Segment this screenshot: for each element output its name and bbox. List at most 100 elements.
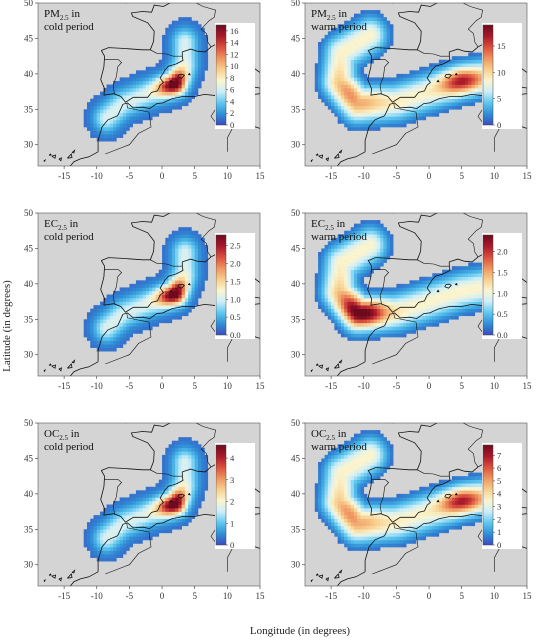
heatmap-cell <box>327 287 332 292</box>
heatmap-cell <box>380 262 384 267</box>
heatmap-cell <box>191 73 195 78</box>
heatmap-cell <box>132 518 137 523</box>
heatmap-cell <box>165 95 169 99</box>
heatmap-cell <box>171 508 176 512</box>
heatmap-cell <box>188 469 192 473</box>
panel-subtitle: warm period <box>311 231 367 243</box>
heatmap-cell <box>478 269 482 274</box>
heatmap-cell <box>100 312 104 317</box>
heatmap-cell <box>152 319 156 324</box>
heatmap-cell <box>93 529 98 534</box>
heatmap-cell <box>357 255 361 260</box>
heatmap-cell <box>367 45 371 50</box>
heatmap-cell <box>175 525 179 530</box>
heatmap-cell <box>175 483 179 488</box>
heatmap-cell <box>184 66 189 71</box>
heatmap-cell <box>116 130 120 135</box>
heatmap-cell <box>116 84 120 89</box>
heatmap-cell <box>321 98 325 103</box>
heatmap-cell <box>347 52 351 57</box>
heatmap-cell <box>194 444 199 449</box>
heatmap-cell <box>122 340 127 345</box>
heatmap-cell <box>357 518 361 523</box>
heatmap-cell <box>399 294 404 299</box>
heatmap-cell <box>353 109 358 114</box>
heatmap-cell <box>126 500 130 505</box>
heatmap-cell <box>96 130 101 135</box>
heatmap-cell <box>162 290 166 295</box>
heatmap-cell <box>340 98 345 103</box>
heatmap-cell <box>165 59 169 64</box>
heatmap-cell <box>353 49 358 53</box>
heatmap-cell <box>455 80 459 85</box>
heatmap-cell <box>422 290 427 295</box>
heatmap-cell <box>178 230 182 235</box>
heatmap-cell <box>461 91 466 96</box>
heatmap-cell <box>380 329 384 334</box>
heatmap-cell <box>360 504 365 509</box>
heatmap-cell <box>178 500 182 505</box>
heatmap-cell <box>314 84 319 89</box>
heatmap-cell <box>455 305 459 309</box>
heatmap-cell <box>191 508 195 512</box>
heatmap-cell <box>337 98 342 103</box>
heatmap-cell <box>373 10 378 14</box>
heatmap-cell <box>357 294 361 299</box>
heatmap-cell <box>337 91 342 96</box>
heatmap-cell <box>116 98 120 103</box>
heatmap-cell <box>402 98 407 103</box>
heatmap-cell <box>363 433 368 438</box>
heatmap-cell <box>386 251 391 256</box>
heatmap-cell <box>314 80 319 85</box>
heatmap-cell <box>337 24 342 29</box>
heatmap-cell <box>194 241 199 246</box>
heatmap-cell <box>380 315 384 320</box>
heatmap-cell <box>165 73 169 78</box>
heatmap-cell <box>201 66 205 71</box>
heatmap-cell <box>86 112 91 117</box>
heatmap-cell <box>181 479 186 484</box>
heatmap-cell <box>432 301 436 306</box>
heatmap-cell <box>363 444 368 449</box>
heatmap-cell <box>363 497 368 502</box>
heatmap-cell <box>168 518 173 523</box>
heatmap-cell <box>367 56 371 60</box>
heatmap-cell <box>116 109 120 114</box>
heatmap-cell <box>340 70 345 75</box>
heatmap-cell <box>149 522 153 527</box>
heatmap-cell <box>373 515 378 519</box>
heatmap-cell <box>357 52 361 57</box>
heatmap-cell <box>162 52 166 57</box>
heatmap-cell <box>184 500 189 505</box>
heatmap-cell <box>376 17 381 22</box>
heatmap-cell <box>109 112 114 117</box>
heatmap-cell <box>171 444 176 449</box>
heatmap-cell <box>350 476 355 480</box>
coastline <box>169 289 173 293</box>
heatmap-cell <box>334 529 338 534</box>
heatmap-cell <box>109 98 114 103</box>
heatmap-cell <box>337 326 342 331</box>
heatmap-cell <box>145 322 150 327</box>
heatmap-cell <box>367 255 371 260</box>
heatmap-cell <box>419 102 423 107</box>
heatmap-cell <box>380 230 384 235</box>
heatmap-cell <box>474 276 479 281</box>
heatmap-cell <box>370 479 374 484</box>
heatmap-cell <box>109 557 114 562</box>
heatmap-cell <box>93 333 98 338</box>
heatmap-cell <box>445 290 449 295</box>
heatmap-cell <box>389 84 394 89</box>
heatmap-cell <box>103 130 107 135</box>
heatmap-cell <box>103 547 107 551</box>
heatmap-cell <box>432 319 436 324</box>
heatmap-cell <box>126 515 130 519</box>
heatmap-cell <box>425 298 430 302</box>
heatmap-cell <box>353 241 358 246</box>
y-tick-label: 40 <box>291 69 301 79</box>
heatmap-cell <box>363 465 368 470</box>
heatmap-cell <box>178 308 182 313</box>
heatmap-cell <box>422 109 427 114</box>
heatmap-cell <box>370 515 374 519</box>
heatmap-cell <box>347 490 351 495</box>
